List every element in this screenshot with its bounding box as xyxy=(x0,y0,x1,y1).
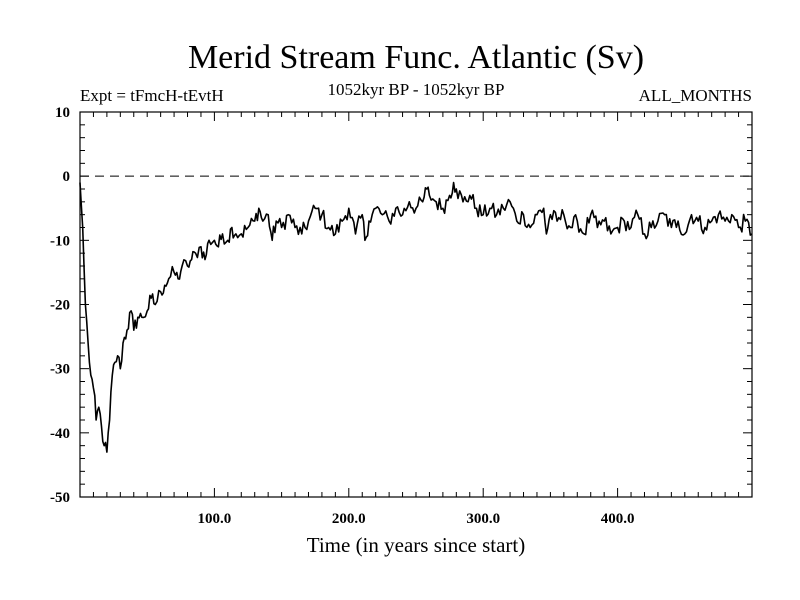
series-line xyxy=(79,181,753,453)
x-tick-label: 100.0 xyxy=(198,511,232,527)
months-label: ALL_MONTHS xyxy=(639,86,752,105)
x-axis-label: Time (in years since start) xyxy=(307,533,526,557)
y-tick-label: -30 xyxy=(50,362,70,378)
plot-frame xyxy=(79,111,753,498)
experiment-label: Expt = tFmcH-tEvtH xyxy=(80,86,224,105)
chart-title: Merid Stream Func. Atlantic (Sv) xyxy=(188,39,644,76)
y-tick-label: -20 xyxy=(50,298,70,314)
y-tick-label: 0 xyxy=(63,169,71,185)
x-tick-label: 200.0 xyxy=(332,511,366,527)
y-tick-label: -10 xyxy=(50,233,70,249)
x-axis: 100.0 200.0 300.0 400.0 xyxy=(92,112,740,527)
x-tick-label: 300.0 xyxy=(466,511,500,527)
x-tick-label: 400.0 xyxy=(601,511,635,527)
y-axis: 10 0 -10 -20 -30 -40 -50 xyxy=(50,105,752,506)
y-tick-label: 10 xyxy=(55,105,70,121)
period-label: 1052kyr BP - 1052kyr BP xyxy=(328,80,505,99)
y-tick-label: -50 xyxy=(50,490,70,506)
y-tick-label: -40 xyxy=(50,426,70,442)
